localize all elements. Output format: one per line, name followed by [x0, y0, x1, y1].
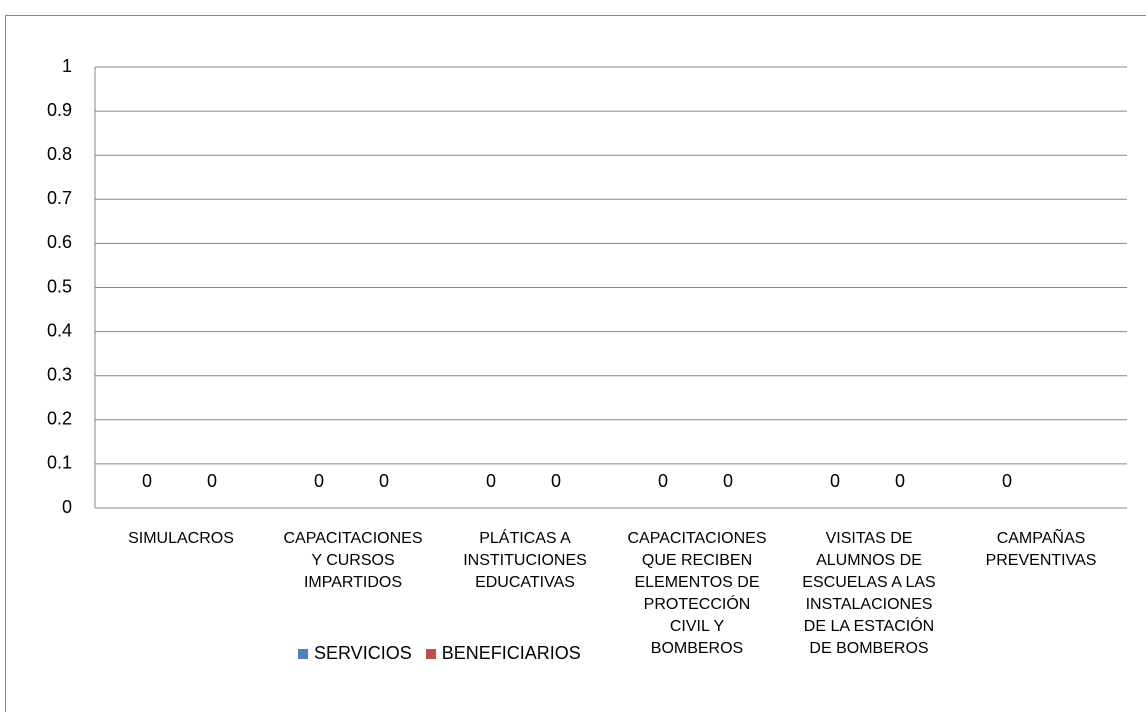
- data-label: 0: [1002, 471, 1012, 491]
- data-label: 0: [379, 471, 389, 491]
- legend-swatch: [425, 648, 436, 659]
- data-label: 0: [830, 471, 840, 491]
- legend-swatch: [298, 648, 308, 659]
- y-tick-label: 0.8: [47, 144, 72, 164]
- y-tick-label: 1: [62, 56, 72, 76]
- x-tick-label: VISITAS DE ALUMNOS DE ESCUELAS A LAS INS…: [802, 530, 936, 657]
- data-label: 0: [486, 471, 496, 491]
- data-label: 0: [551, 471, 561, 491]
- y-tick-label: 0.9: [47, 100, 72, 120]
- y-tick-label: 0: [62, 497, 72, 517]
- y-tick-label: 0.6: [47, 232, 72, 252]
- chart-border: [5, 15, 1146, 712]
- y-tick-label: 0.7: [47, 188, 72, 208]
- y-tick-label: 0.5: [47, 276, 72, 296]
- data-label: 0: [658, 471, 668, 491]
- y-tick-label: 0.1: [47, 453, 72, 473]
- y-tick-label: 0.3: [47, 364, 72, 384]
- data-label: 0: [895, 471, 905, 491]
- data-label: 0: [723, 471, 733, 491]
- data-label: 0: [314, 471, 324, 491]
- legend-item: SERVICIOS: [298, 643, 412, 664]
- data-label: 0: [142, 471, 152, 491]
- data-label: 0: [207, 471, 217, 491]
- legend-label: BENEFICIARIOS: [441, 643, 581, 663]
- legend-label: SERVICIOS: [314, 643, 412, 663]
- x-tick-label: CAPACITACIONES Y CURSOS IMPARTIDOS: [283, 530, 423, 591]
- legend-item: BENEFICIARIOS: [425, 643, 581, 664]
- y-tick-label: 0.4: [47, 320, 72, 340]
- legend: SERVICIOS BENEFICIARIOS: [298, 643, 581, 664]
- x-tick-label: PLÁTICAS A INSTITUCIONES EDUCATIVAS: [463, 530, 587, 591]
- y-tick-label: 0.2: [47, 409, 72, 429]
- x-tick-label: SIMULACROS: [128, 530, 234, 547]
- x-tick-label: CAMPAÑAS PREVENTIVAS: [985, 530, 1097, 569]
- x-tick-label: CAPACITACIONES QUE RECIBEN ELEMENTOS DE …: [627, 530, 767, 657]
